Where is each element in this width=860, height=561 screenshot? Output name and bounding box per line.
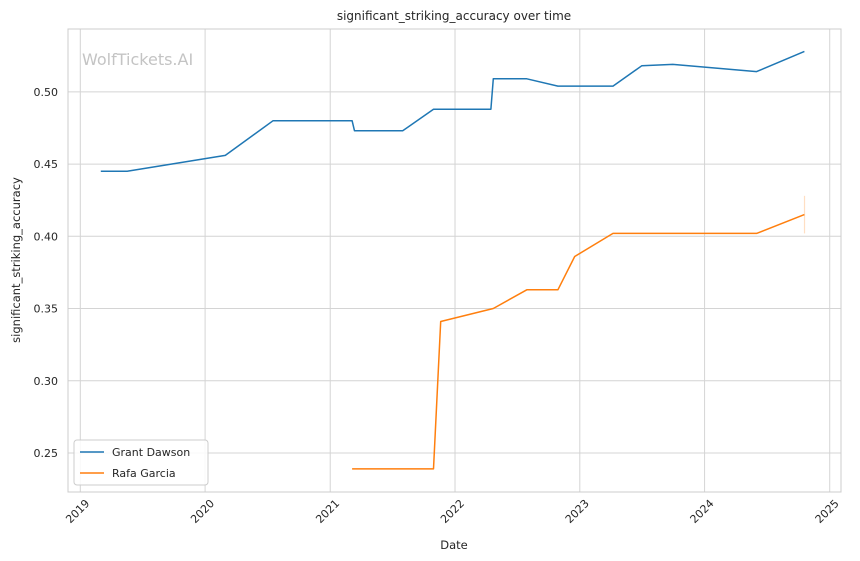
legend-label: Rafa Garcia bbox=[112, 467, 176, 480]
x-tick-label: 2019 bbox=[63, 497, 92, 526]
grid-lines bbox=[68, 29, 841, 492]
x-tick-label: 2025 bbox=[813, 497, 842, 526]
legend-box bbox=[73, 439, 209, 486]
watermark-text: WolfTickets.AI bbox=[82, 50, 193, 69]
x-tick-label: 2020 bbox=[188, 497, 217, 526]
chart-title: significant_striking_accuracy over time bbox=[337, 9, 571, 23]
x-tick-label: 2022 bbox=[438, 497, 467, 526]
series-line-1 bbox=[100, 50, 805, 173]
x-tick-label: 2023 bbox=[563, 497, 592, 526]
plot-area bbox=[68, 29, 841, 492]
y-axis-ticks: 0.25 0.30 0.35 0.40 0.45 0.50 bbox=[34, 86, 59, 460]
y-tick-label: 0.45 bbox=[34, 158, 59, 171]
y-axis-label: significant_striking_accuracy bbox=[9, 177, 23, 343]
legend-label: Grant Dawson bbox=[112, 446, 190, 459]
legend: Grant Dawson Rafa Garcia bbox=[73, 439, 209, 486]
plot-frame bbox=[67, 28, 842, 493]
x-tick-label: 2021 bbox=[313, 497, 342, 526]
y-tick-label: 0.40 bbox=[34, 230, 59, 243]
y-tick-label: 0.35 bbox=[34, 303, 59, 316]
confidence-band bbox=[803, 195, 806, 234]
x-axis-label: Date bbox=[440, 538, 468, 552]
plot-background bbox=[68, 29, 841, 492]
y-tick-label: 0.50 bbox=[34, 86, 59, 99]
x-axis-ticks: 2019 2020 2021 2022 2023 2024 2025 bbox=[63, 497, 841, 526]
series-line-2 bbox=[352, 213, 805, 470]
y-tick-label: 0.30 bbox=[34, 375, 59, 388]
y-tick-label: 0.25 bbox=[34, 447, 59, 460]
plot-border bbox=[67, 28, 842, 493]
x-tick-label: 2024 bbox=[688, 497, 717, 526]
series-layer bbox=[100, 50, 806, 470]
